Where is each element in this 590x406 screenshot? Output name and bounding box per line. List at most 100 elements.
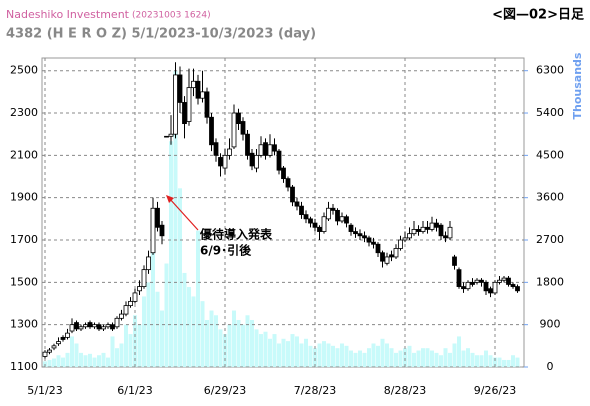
candle-body <box>470 281 475 285</box>
x-tick-label: 6/29/23 <box>204 384 246 397</box>
candle-body <box>452 256 457 266</box>
candle-body <box>276 150 282 171</box>
y2-tick-label: 0 <box>547 360 554 373</box>
volume-bar <box>254 329 259 367</box>
candle-body <box>87 322 93 328</box>
candle-body <box>312 222 318 228</box>
candle-body <box>236 112 241 125</box>
candle-body <box>389 254 394 258</box>
volume-bar <box>47 359 52 367</box>
volume-bar <box>439 355 443 367</box>
volume-bar <box>151 244 155 367</box>
candle-body <box>380 252 385 262</box>
volume-bar <box>187 287 191 367</box>
volume-bar <box>92 357 97 367</box>
candle-body <box>398 239 403 249</box>
candle-body <box>123 305 129 315</box>
candle-body <box>119 313 124 319</box>
candle-body <box>227 148 232 156</box>
volume-bar <box>56 355 61 367</box>
candle-body <box>65 332 70 338</box>
volume-bar <box>389 348 394 367</box>
volume-bar <box>416 350 421 367</box>
volume-bar <box>331 345 335 367</box>
volume-bar <box>304 338 308 367</box>
candle-body <box>308 218 313 224</box>
candle-body <box>96 324 102 330</box>
volume-bar <box>115 348 119 367</box>
candle-body <box>272 144 277 152</box>
candle-body <box>290 186 295 203</box>
candle-body <box>294 201 300 207</box>
volume-bar <box>259 334 263 367</box>
volume-bar <box>385 343 389 367</box>
volume-bar <box>367 348 371 367</box>
volume-bar <box>493 357 497 367</box>
annotation-arrow <box>168 197 199 231</box>
volume-bar <box>421 348 425 367</box>
y-tick-label: 2500 <box>10 64 38 77</box>
volume-bar <box>322 341 326 367</box>
candle-body <box>425 226 430 230</box>
volume-bar <box>281 338 286 367</box>
candle-body <box>195 80 201 99</box>
volume-bar <box>146 282 151 367</box>
volume-bar <box>74 343 79 367</box>
volume-bar <box>160 310 164 367</box>
volume-bar <box>394 352 398 367</box>
candle-body <box>267 144 273 156</box>
candle-body <box>479 279 484 283</box>
y2-tick-label: 5400 <box>536 106 564 119</box>
volume-bar <box>295 336 299 367</box>
volume-bar <box>236 319 241 367</box>
volume-bar <box>61 357 65 367</box>
candle-body <box>438 224 444 237</box>
candle-body <box>60 336 66 340</box>
x-tick-label: 6/1/23 <box>117 384 152 397</box>
volume-bar <box>430 350 434 367</box>
candle-body <box>492 281 498 294</box>
y-tick-label: 1900 <box>10 191 38 204</box>
volume-bar <box>502 359 506 367</box>
candle-body <box>83 324 88 328</box>
x-tick-label: 9/26/23 <box>474 384 516 397</box>
volume-bar <box>173 70 178 367</box>
y-tick-label: 2100 <box>10 148 38 161</box>
candle-body <box>177 74 183 103</box>
y2-tick-label: 4500 <box>536 148 564 161</box>
candle-body <box>510 284 516 287</box>
candle-body <box>137 286 142 292</box>
volume-bar <box>241 324 245 367</box>
volume-bar <box>353 352 358 367</box>
candle-body <box>339 216 345 222</box>
volume-bar <box>263 331 268 367</box>
candle-body <box>209 116 214 146</box>
candle-body <box>429 222 435 230</box>
source: Nadeshiko Investment <box>6 8 130 21</box>
candle-body <box>110 324 115 330</box>
candle-body <box>501 277 507 281</box>
candle-body <box>357 233 363 237</box>
volume-bar <box>317 343 322 367</box>
volume-bar <box>349 350 353 367</box>
volume-bar <box>511 355 515 367</box>
volume-bar <box>403 348 407 367</box>
x-tick-label: 5/1/23 <box>27 384 62 397</box>
volume-bar <box>412 352 416 367</box>
volume-bar <box>326 343 331 367</box>
annotation-text: 優待導入発表 <box>199 227 273 242</box>
volume-bar <box>457 336 461 367</box>
volume-bar <box>88 353 92 367</box>
candle-body <box>447 226 453 239</box>
volume-bar <box>191 296 196 367</box>
candle-body <box>186 87 192 122</box>
y-tick-label: 1500 <box>10 275 38 288</box>
candle-body <box>213 142 219 156</box>
volume-bar <box>110 336 115 367</box>
volume-bar <box>79 352 83 367</box>
candle-body <box>204 91 210 118</box>
candle-body <box>402 237 408 241</box>
volume-bar <box>214 315 218 367</box>
volume-bar <box>65 352 70 367</box>
candle-body <box>434 222 439 228</box>
